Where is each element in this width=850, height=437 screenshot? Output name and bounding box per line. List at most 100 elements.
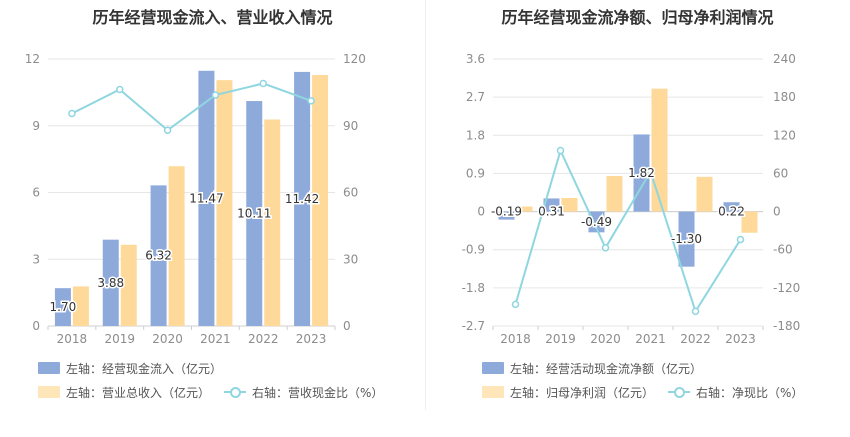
chart-plot-area: -2.7 -1.8 -0.9 0 0.9 1.8 2.7 3.6 -180 -120 -60 0 60 1… bbox=[462, 52, 801, 346]
legend-swatch-orange bbox=[38, 386, 60, 398]
bar-secondary bbox=[264, 119, 281, 327]
line-point bbox=[211, 91, 220, 99]
bar-primary bbox=[498, 211, 515, 220]
legend-line-icon bbox=[668, 386, 691, 398]
chart-title: 历年经营现金流净额、归母净利润情况 bbox=[501, 8, 774, 27]
bar-data-label: 6.32 bbox=[145, 249, 172, 263]
bar-data-label: 11.47 bbox=[189, 191, 223, 205]
legend-item-bar-primary[interactable]: 左轴：经营现金流入（亿元） bbox=[38, 360, 222, 377]
y-right-tick-label: -180 bbox=[773, 319, 800, 333]
legend-label: 右轴：净现比（%） bbox=[696, 385, 804, 400]
bar-secondary bbox=[561, 198, 578, 212]
legend-item-bar-primary[interactable]: 左轴：经营活动现金流净额（亿元） bbox=[482, 360, 702, 377]
x-tick-label: 2023 bbox=[725, 332, 756, 346]
bar-secondary bbox=[741, 211, 758, 233]
y-left-tick-label: 9 bbox=[32, 119, 40, 133]
line-point bbox=[646, 167, 655, 176]
y-right-tick-label: 240 bbox=[773, 52, 796, 66]
bar-secondary bbox=[312, 75, 329, 327]
legend-swatch-blue bbox=[482, 362, 504, 374]
bar-primary bbox=[54, 288, 71, 326]
y-left-tick-label: 0 bbox=[32, 319, 40, 333]
bar-data-label: 1.70 bbox=[50, 300, 77, 314]
line-series bbox=[514, 147, 742, 314]
x-tick-label: 2018 bbox=[57, 332, 88, 346]
line-point bbox=[307, 97, 315, 105]
bar-primary bbox=[678, 211, 695, 267]
bar-data-label: 0.31 bbox=[538, 205, 565, 219]
y-right-tick-label: 60 bbox=[773, 166, 788, 180]
legend-swatch-orange bbox=[482, 386, 504, 398]
line-series bbox=[71, 82, 312, 132]
y-right-tick-label: 90 bbox=[343, 119, 358, 133]
bar-data-label: -1.30 bbox=[671, 232, 702, 246]
chart-panel-right: 历年经营现金流净额、归母净利润情况 -2.7 -1.8 -0.9 0 0.9 1.8 2.7… bbox=[425, 0, 850, 437]
y-left-tick-label: -2.7 bbox=[462, 319, 485, 333]
line-point bbox=[163, 126, 172, 134]
y-right-tick-label: 180 bbox=[773, 90, 796, 104]
y-left-tick-label: 3 bbox=[32, 252, 40, 266]
legend-item-line[interactable]: 右轴：营收现金比（%） bbox=[224, 384, 383, 401]
legend-label: 左轴：经营现金流入（亿元） bbox=[66, 361, 223, 376]
bar-data-label: -0.49 bbox=[581, 215, 612, 229]
y-left-tick-label: 3.6 bbox=[466, 52, 485, 66]
bar-data-label: 10.11 bbox=[237, 207, 271, 221]
chart-title: 历年经营现金流入、营业收入情况 bbox=[92, 8, 333, 27]
legend-row-1: 左轴：经营现金流入（亿元） bbox=[38, 360, 236, 376]
bar-data-label: -0.19 bbox=[491, 205, 522, 219]
y-right-tick-label: 120 bbox=[773, 128, 796, 142]
line-point bbox=[691, 307, 700, 316]
y-left-tick-label: 6 bbox=[32, 186, 40, 200]
y-right-tick-label: 120 bbox=[343, 52, 366, 66]
legend-swatch-blue bbox=[38, 362, 60, 374]
x-tick-label: 2021 bbox=[200, 332, 231, 346]
y-left-tick-label: 0 bbox=[477, 205, 485, 219]
line-point bbox=[259, 79, 267, 88]
bar-primary bbox=[198, 70, 215, 326]
x-tick-label: 2022 bbox=[248, 332, 279, 346]
legend-label: 右轴：营收现金比（%） bbox=[252, 385, 384, 400]
bar-data-label: 11.42 bbox=[285, 192, 319, 206]
x-tick-label: 2020 bbox=[590, 332, 621, 346]
bar-secondary bbox=[168, 166, 185, 326]
legend-line-icon bbox=[224, 386, 247, 398]
line-point bbox=[116, 85, 124, 94]
y-right-tick-label: -120 bbox=[773, 281, 800, 295]
bar-primary bbox=[246, 101, 263, 327]
x-tick-label: 2020 bbox=[152, 332, 183, 346]
bar-secondary bbox=[216, 80, 233, 326]
x-tick-label: 2019 bbox=[104, 332, 135, 346]
x-tick-label: 2022 bbox=[680, 332, 711, 346]
y-left-tick-label: 12 bbox=[25, 52, 40, 66]
legend-item-bar-secondary[interactable]: 左轴：归母净利润（亿元） bbox=[482, 384, 654, 401]
y-left-tick-label: 0.9 bbox=[466, 166, 485, 180]
bar-primary bbox=[588, 211, 605, 233]
legend-row-1: 左轴：经营活动现金流净额（亿元） bbox=[482, 360, 716, 376]
y-right-tick-label: 60 bbox=[343, 186, 358, 200]
chart-panel-left: 历年经营现金流入、营业收入情况 0 3 6 9 12 0 30 60 90 120 2018 2019… bbox=[25, 8, 384, 401]
y-left-tick-label: 1.8 bbox=[466, 128, 485, 142]
x-tick-label: 2023 bbox=[296, 332, 327, 346]
line-point bbox=[68, 109, 76, 118]
y-left-tick-label: -0.9 bbox=[462, 243, 485, 257]
x-tick-label: 2019 bbox=[545, 332, 576, 346]
bar-primary bbox=[102, 239, 119, 326]
bar-secondary bbox=[120, 244, 137, 326]
bar-primary bbox=[723, 202, 740, 212]
y-right-tick-label: 0 bbox=[343, 319, 351, 333]
y-left-tick-label: 2.7 bbox=[466, 90, 485, 104]
legend-item-line[interactable]: 右轴：净现比（%） bbox=[668, 384, 803, 401]
bar-primary bbox=[294, 71, 311, 326]
legend-item-bar-secondary[interactable]: 左轴：营业总收入（亿元） bbox=[38, 384, 210, 401]
y-right-tick-label: 0 bbox=[773, 205, 781, 219]
legend-label: 左轴：归母净利润（亿元） bbox=[510, 385, 655, 400]
bar-primary bbox=[543, 198, 560, 212]
bar-secondary bbox=[651, 88, 668, 212]
bar-secondary bbox=[606, 175, 623, 212]
line-point bbox=[556, 146, 565, 155]
y-right-tick-label: 30 bbox=[343, 252, 358, 266]
y-right-tick-label: -60 bbox=[773, 243, 793, 257]
bar-secondary bbox=[72, 286, 89, 326]
bar-data-label: 1.82 bbox=[628, 166, 655, 180]
